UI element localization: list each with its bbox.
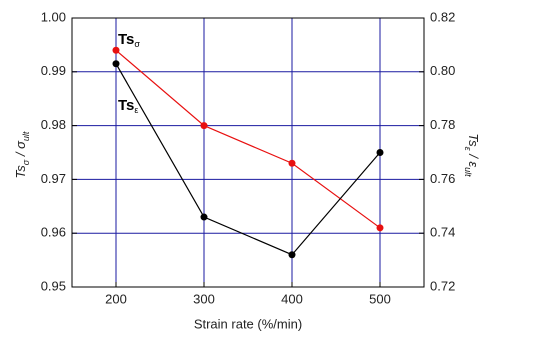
label-text: Ts: [13, 165, 28, 179]
data-point: [376, 149, 384, 156]
label-subscript: σ: [21, 159, 31, 165]
data-point: [288, 251, 296, 259]
x-tick-label: 300: [193, 291, 215, 306]
y2-tick-label: 0.76: [430, 171, 455, 186]
series-line: [115, 63, 381, 256]
y-tick-label: 0.98: [41, 117, 66, 132]
label-text: /: [13, 149, 28, 160]
plot-frame: [71, 17, 425, 288]
y2-tick-label: 0.74: [430, 225, 455, 240]
label-text: ε: [466, 161, 481, 167]
label-text: σ: [13, 140, 28, 149]
y2-axis-label: Tsε / εult: [463, 133, 481, 177]
series-line: [115, 49, 381, 229]
label-text: Ts: [466, 133, 481, 147]
y2-tick-label: 0.78: [430, 117, 455, 132]
y2-tick-label: 0.82: [430, 9, 455, 24]
y-tick-label: 1.00: [41, 9, 66, 24]
annotation-subscript: σ: [134, 39, 140, 49]
x-tick-label: 500: [369, 291, 391, 306]
y-tick-label: 0.99: [41, 63, 66, 78]
annotation-text: Ts: [118, 31, 134, 48]
y2-tick-label: 0.80: [430, 63, 455, 78]
x-axis-label: Strain rate (%/min): [194, 316, 302, 331]
data-point: [112, 46, 120, 54]
x-tick-label: 400: [281, 291, 303, 306]
annotation-text: Ts: [118, 97, 134, 114]
y2-tick-label: 0.72: [430, 278, 455, 293]
label-subscript: ult: [21, 131, 31, 141]
y-tick-label: 0.96: [41, 225, 66, 240]
data-point: [200, 122, 208, 130]
label-subscript: ult: [463, 167, 473, 177]
data-point: [288, 159, 296, 167]
label-text: /: [466, 151, 481, 162]
y-tick-label: 0.97: [41, 171, 66, 186]
y-axis-label: Tsσ / σult: [13, 131, 31, 178]
y-tick-label: 0.95: [41, 278, 66, 293]
data-point: [200, 213, 208, 221]
data-point: [376, 224, 384, 232]
x-tick-label: 200: [105, 291, 127, 306]
data-point: [112, 60, 120, 68]
label-subscript: ε: [463, 147, 473, 152]
annotation: Tsε: [118, 97, 138, 115]
annotation-subscript: ε: [134, 105, 138, 115]
annotation: Tsσ: [118, 31, 140, 49]
